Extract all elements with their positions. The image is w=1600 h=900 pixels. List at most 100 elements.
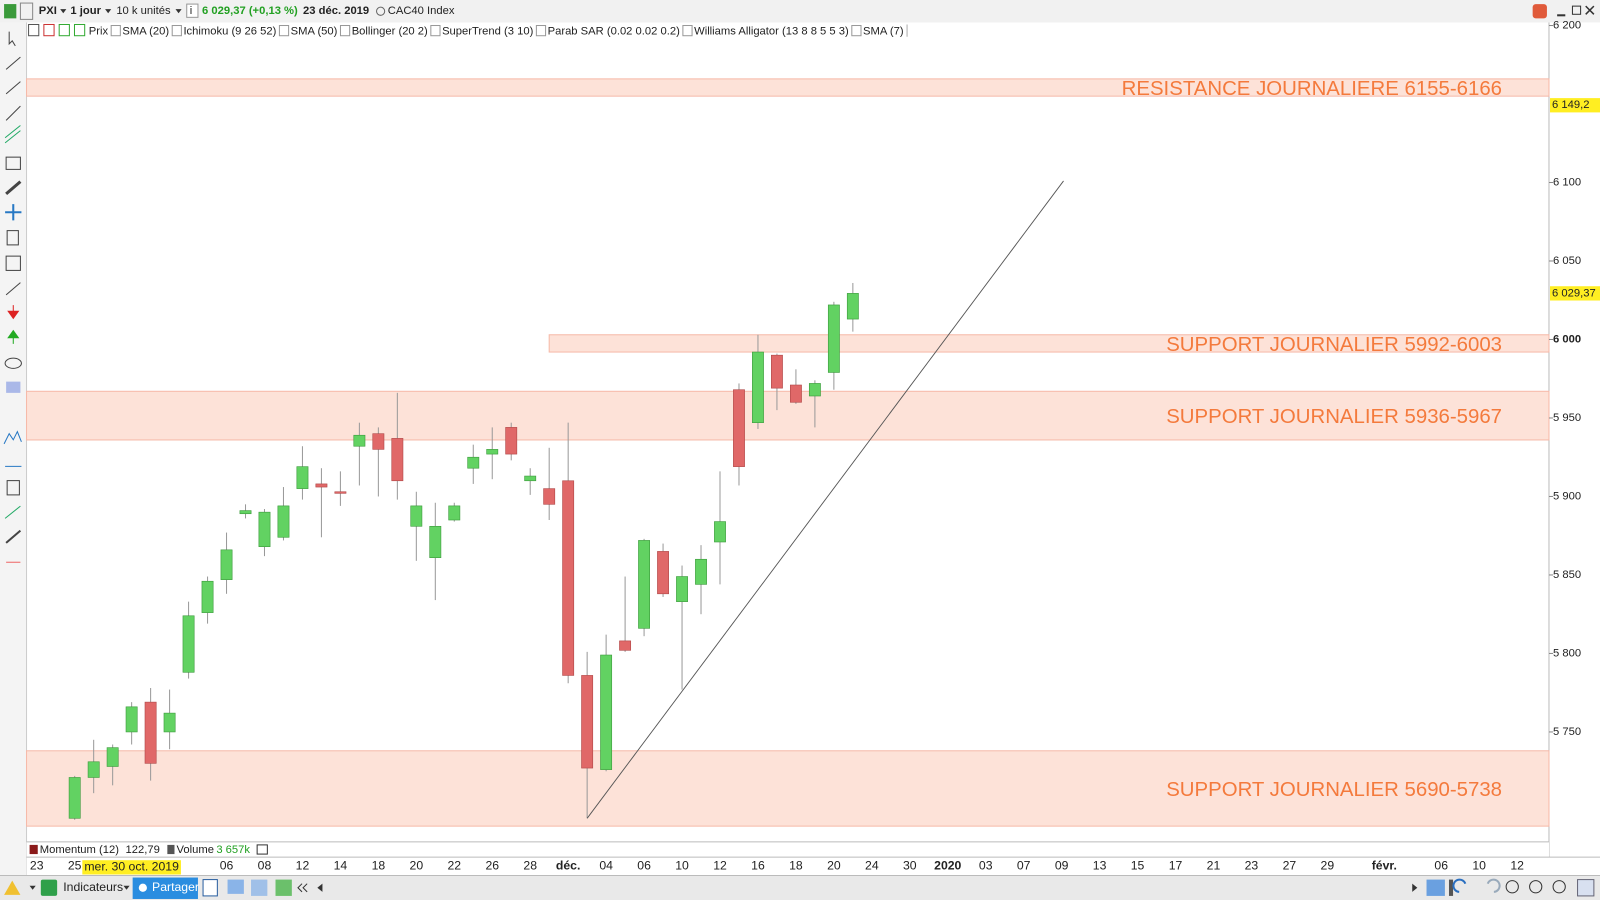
scroll-left-fast[interactable]: [297, 883, 308, 893]
pitchfork-tool[interactable]: [5, 180, 22, 196]
units[interactable]: 10 k unités: [116, 5, 171, 17]
settings-icon[interactable]: [1577, 879, 1595, 897]
indicator-label[interactable]: SuperTrend (3 10): [442, 26, 534, 38]
zoom-out[interactable]: [1529, 880, 1543, 894]
candle-body: [410, 505, 423, 527]
indicators-icon[interactable]: [40, 879, 58, 896]
export-icon[interactable]: [275, 879, 292, 896]
indicator-checkbox[interactable]: [171, 25, 182, 37]
refresh-icon[interactable]: [1532, 4, 1547, 19]
segment-tool[interactable]: [5, 105, 21, 121]
rect-tool[interactable]: [6, 381, 21, 393]
icon[interactable]: [58, 23, 70, 37]
indicator-checkbox[interactable]: [278, 25, 290, 37]
icon[interactable]: [73, 23, 86, 37]
chat-icon[interactable]: [227, 879, 244, 894]
ellipse-tool[interactable]: [4, 357, 22, 369]
close[interactable]: [1585, 5, 1595, 15]
icon[interactable]: [43, 23, 55, 37]
wave-tool[interactable]: [3, 430, 22, 445]
text-tool[interactable]: [5, 255, 21, 271]
dropdown-arrow[interactable]: [105, 9, 112, 14]
candle-body: [771, 354, 783, 389]
share-icon[interactable]: [138, 883, 147, 892]
zoom-fit[interactable]: [1505, 880, 1519, 894]
indicator-label[interactable]: Bollinger (20 2): [352, 26, 428, 38]
chart-icon[interactable]: [4, 4, 17, 19]
indicator-label[interactable]: SMA (50): [291, 26, 338, 38]
scroll-right[interactable]: [1412, 883, 1418, 892]
ray-tool[interactable]: [5, 81, 21, 95]
draw-tool[interactable]: [5, 282, 21, 296]
candle-body: [296, 466, 309, 489]
x-tick-label: 28: [523, 859, 537, 873]
panel-icon[interactable]: [256, 844, 268, 855]
grid-tool[interactable]: [4, 505, 21, 519]
indicator-label[interactable]: SMA (7): [863, 26, 904, 38]
period[interactable]: 1 jour: [70, 5, 101, 17]
dropdown-arrow[interactable]: [60, 9, 67, 14]
calendar-icon[interactable]: [1426, 879, 1445, 896]
volume-value: 3 657k: [216, 844, 250, 856]
x-tick-label: 10: [1472, 859, 1486, 873]
x-tick-label: 23: [1245, 859, 1259, 873]
tools[interactable]: [3, 31, 22, 563]
indicator-checkbox[interactable]: [339, 25, 351, 37]
y-tick-label: 5 800: [1553, 647, 1581, 659]
symbol[interactable]: PXI: [39, 5, 57, 17]
down-arrow-tool[interactable]: [7, 305, 20, 320]
share-button-bg[interactable]: [132, 877, 198, 899]
indicator-label[interactable]: Parab SAR (0.02 0.02 0.2): [548, 26, 680, 38]
pointer-tool[interactable]: [8, 31, 16, 47]
window-icon[interactable]: [251, 879, 268, 896]
channel-tool[interactable]: [4, 125, 21, 144]
style-icon[interactable]: [4, 880, 21, 895]
icon[interactable]: [28, 23, 40, 37]
undo[interactable]: [1452, 878, 1467, 893]
left-toolbar: [0, 22, 27, 876]
x-tick-label: 12: [713, 859, 727, 873]
indicator-checkbox[interactable]: [682, 25, 693, 37]
copy-tool[interactable]: [6, 230, 19, 246]
candle-body: [790, 384, 802, 403]
indicator-label[interactable]: Prix: [89, 26, 109, 38]
volume-icon[interactable]: [167, 844, 175, 855]
info-box[interactable]: [186, 3, 199, 18]
indicator-checkbox[interactable]: [430, 25, 441, 37]
maximize[interactable]: [1571, 5, 1582, 15]
candle-body: [562, 480, 575, 676]
price-axis: [1548, 22, 1600, 858]
indicator-checkbox[interactable]: [535, 25, 547, 37]
y-tick-label: 5 750: [1553, 726, 1581, 738]
indicator-checkbox[interactable]: [110, 25, 121, 37]
share-button[interactable]: Partager: [152, 880, 199, 894]
candle-body: [429, 525, 442, 558]
trash-tool[interactable]: [6, 480, 20, 496]
chart-icon-2[interactable]: [19, 2, 34, 20]
indicator-label[interactable]: Ichimoku (9 26 52): [183, 26, 276, 38]
x-tick-label: 07: [1017, 859, 1031, 873]
x-tick-label: 10: [675, 859, 689, 873]
dropdown-arrow[interactable]: [123, 885, 130, 890]
pen-tool[interactable]: [5, 529, 22, 544]
line-tool[interactable]: [5, 56, 21, 70]
move-tool[interactable]: [5, 204, 22, 221]
sep-icon[interactable]: [1448, 879, 1454, 896]
book-icon[interactable]: [202, 879, 218, 897]
indicators-button[interactable]: Indicateurs: [63, 880, 123, 894]
redo[interactable]: [1486, 878, 1501, 893]
indicator-label[interactable]: SMA (20): [122, 26, 169, 38]
candle-body: [68, 777, 81, 819]
momentum-icon[interactable]: [29, 844, 38, 855]
indicator-label[interactable]: Williams Alligator (13 8 8 5 5 3): [694, 26, 849, 38]
scroll-left[interactable]: [317, 883, 323, 892]
info[interactable]: i: [190, 5, 193, 17]
indicator-checkbox[interactable]: [851, 25, 862, 37]
zoom-in[interactable]: [1552, 880, 1566, 894]
candle-body: [486, 449, 499, 455]
candle-body: [220, 549, 233, 580]
fib-tool[interactable]: [5, 156, 21, 170]
dropdown-arrow[interactable]: [175, 9, 182, 14]
up-arrow-tool[interactable]: [7, 329, 20, 344]
dropdown-arrow[interactable]: [29, 885, 36, 890]
